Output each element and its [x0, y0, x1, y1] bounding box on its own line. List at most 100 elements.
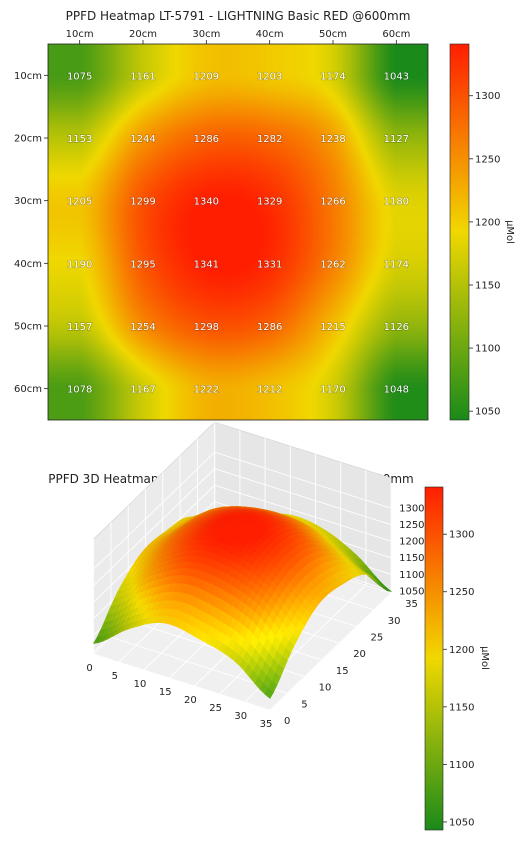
surface3d-gridline-z [93, 484, 392, 603]
heatmap-cell-value: 1170 [320, 385, 345, 396]
surface3d-chart: PPFD 3D Heatmap LT-5791 - LIGHTNING Basi… [48, 421, 490, 831]
heatmap-cell-value: 1215 [320, 322, 345, 333]
surface3d-gridline-y [93, 539, 271, 711]
surface3d-x-tick-label: 25 [209, 703, 222, 714]
heatmap-title: PPFD Heatmap LT-5791 - LIGHTNING Basic R… [66, 9, 411, 23]
heatmap-x-tick-label: 30cm [192, 29, 220, 40]
heatmap-cell-value: 1341 [194, 259, 219, 270]
colorbar-tick-label: 1250 [475, 154, 500, 165]
surface3d-y-tick-labels: 05 10 15 20 25 30 35 [284, 599, 418, 727]
heatmap-y-tick-labels: 10cm 20cm 30cm 40cm 50cm 60cm [14, 71, 48, 395]
heatmap-x-tick-label: 40cm [256, 29, 284, 40]
surface3d-z-tick-label: 1050 [399, 586, 424, 597]
surface3d-y-tick-label: 35 [405, 599, 418, 610]
surface3d-x-tick-label: 30 [234, 711, 247, 722]
surface3d-gridline-z [93, 468, 392, 586]
heatmap-colorbar-ticks: 1050 1100 1150 1200 1250 1300 [469, 91, 500, 418]
surface3d-y-tick-label: 25 [371, 633, 384, 644]
heatmap-cell-value: 1295 [130, 259, 155, 270]
heatmap-y-tick-label: 10cm [14, 71, 42, 82]
heatmap-cell-value: 1174 [320, 71, 345, 82]
surface3d-surface [93, 506, 393, 699]
surface3d-y-tick-label: 15 [336, 666, 349, 677]
colorbar-tick-label: 1100 [449, 760, 474, 771]
heatmap-cell-value: 1203 [257, 71, 282, 82]
colorbar-tick-label: 1050 [449, 817, 474, 828]
heatmap-cell-value: 1167 [130, 385, 155, 396]
surface3d-y-tick-label: 10 [319, 683, 332, 694]
heatmap-cell-value: 1299 [130, 197, 155, 208]
heatmap-cell-value: 1340 [194, 197, 219, 208]
heatmap-cell-value: 1174 [384, 259, 409, 270]
heatmap-cell-value: 1238 [320, 134, 345, 145]
colorbar-tick-label: 1050 [475, 407, 500, 418]
colorbar-tick-label: 1200 [449, 645, 474, 656]
heatmap-cell-value: 1254 [130, 322, 155, 333]
surface3d-facet [264, 687, 274, 699]
surface3d-colorbar-ticks: 1050 1100 1150 1200 1250 1300 [443, 530, 474, 828]
colorbar-tick-label: 1150 [475, 280, 500, 291]
surface3d-z-tick-label: 1150 [399, 553, 424, 564]
heatmap-x-tick-label: 10cm [66, 29, 94, 40]
surface3d-y-tick-label: 20 [353, 649, 366, 660]
heatmap-y-tick-label: 50cm [14, 322, 42, 333]
heatmap-cell-value: 1127 [384, 134, 409, 145]
heatmap-cell-value: 1190 [67, 259, 92, 270]
colorbar-tick-label: 1300 [449, 530, 474, 541]
heatmap-y-tick-label: 40cm [14, 259, 42, 270]
heatmap-cell-value: 1329 [257, 197, 282, 208]
heatmap-cell-value: 1157 [67, 322, 92, 333]
heatmap-cell-value: 1212 [257, 385, 282, 396]
heatmap-cell-value: 1282 [257, 134, 282, 145]
heatmap-cell-value: 1209 [194, 71, 219, 82]
heatmap-cell-value: 1043 [384, 71, 409, 82]
surface3d-y-tick-label: 5 [301, 699, 307, 710]
heatmap-cell-value: 1222 [194, 385, 219, 396]
heatmap-cell-value: 1298 [194, 322, 219, 333]
heatmap-x-tick-labels: 10cm 20cm 30cm 40cm 50cm 60cm [66, 29, 410, 44]
heatmap-color-field [48, 44, 428, 420]
heatmap-chart: PPFD Heatmap LT-5791 - LIGHTNING Basic R… [14, 9, 515, 421]
heatmap-y-tick-label: 30cm [14, 196, 42, 207]
heatmap-cell-value: 1286 [194, 134, 219, 145]
heatmap-cell-labels: 1075 1161 1209 1203 1174 1043 1153 1244 1286 1282… [66, 71, 409, 397]
heatmap-cell-value: 1180 [384, 197, 409, 208]
surface3d-x-tick-label: 0 [86, 663, 92, 674]
heatmap-cell-value: 1078 [67, 385, 92, 396]
heatmap-colorbar-gradient [449, 43, 470, 421]
heatmap-x-tick-label: 60cm [382, 29, 410, 40]
surface3d-z-tick-label: 1250 [399, 520, 424, 531]
heatmap-colorbar-label: μMol [504, 220, 515, 244]
heatmap-cell-value: 1205 [67, 197, 92, 208]
heatmap-y-tick-label: 60cm [14, 384, 42, 395]
surface3d-colorbar: 1050 1100 1150 1200 1250 1300 μMol [424, 486, 490, 831]
heatmap-cell-value: 1153 [67, 134, 92, 145]
heatmap-cell-value: 1262 [320, 259, 345, 270]
colorbar-tick-label: 1150 [449, 702, 474, 713]
heatmap-cell-value: 1244 [130, 134, 155, 145]
surface3d-x-tick-labels: 0 5 10 15 20 25 30 35 [86, 663, 272, 730]
surface3d-gridline-z [93, 451, 392, 570]
heatmap-colorbar: 1050 1100 1150 1200 1250 1300 μMol [449, 43, 515, 421]
surface3d-x-tick-label: 15 [159, 687, 172, 698]
heatmap-frame [47, 43, 429, 421]
surface3d-x-tick-label: 5 [112, 671, 118, 682]
surface3d-x-tick-label: 10 [134, 679, 147, 690]
heatmap-x-tick-label: 50cm [319, 29, 347, 40]
surface3d-x-tick-label: 35 [260, 719, 273, 730]
colorbar-tick-label: 1200 [475, 217, 500, 228]
surface3d-z-tick-labels: 1050 1100 1150 1200 1250 1300 [399, 504, 424, 598]
colorbar-tick-label: 1300 [475, 91, 500, 102]
heatmap-cell-value: 1075 [67, 71, 92, 82]
heatmap-cell-value: 1266 [320, 197, 345, 208]
heatmap-cell-value: 1286 [257, 322, 282, 333]
colorbar-tick-label: 1100 [475, 344, 500, 355]
surface3d-z-tick-label: 1300 [399, 504, 424, 515]
heatmap-x-tick-label: 20cm [129, 29, 157, 40]
heatmap-cell-value: 1048 [384, 385, 409, 396]
surface3d-y-tick-label: 0 [284, 716, 290, 727]
surface3d-z-tick-label: 1200 [399, 537, 424, 548]
surface3d-colorbar-label: μMol [479, 646, 490, 670]
surface3d-y-tick-label: 30 [388, 616, 401, 627]
